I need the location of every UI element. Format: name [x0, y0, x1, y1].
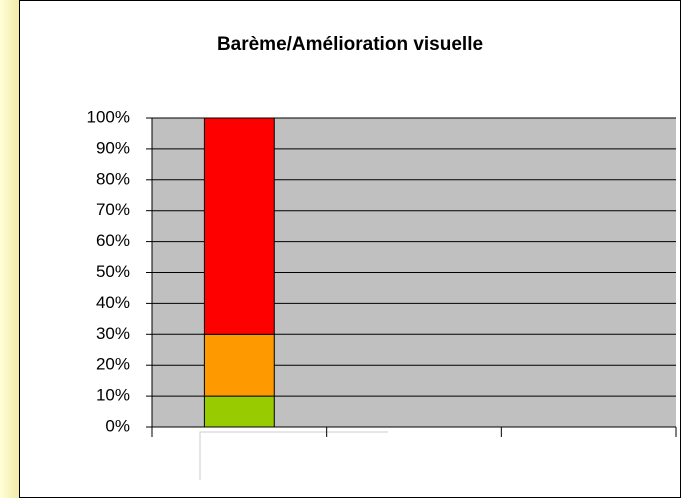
y-tick-label: 20%: [96, 355, 130, 374]
y-tick-label: 50%: [96, 262, 130, 281]
selection-artifact: [199, 431, 388, 480]
side-strip: [0, 0, 20, 498]
y-tick-label: 60%: [96, 231, 130, 250]
y-tick-label: 100%: [87, 107, 130, 126]
bar-segment: [203, 117, 275, 335]
bar-segment: [203, 333, 275, 397]
y-tick-label: 70%: [96, 200, 130, 219]
y-tick-label: 10%: [96, 386, 130, 405]
chart-title: Barème/Amélioration visuelle: [217, 34, 483, 55]
y-tick-label: 40%: [96, 293, 130, 312]
bar-segment: [203, 395, 275, 428]
y-tick-label: 80%: [96, 169, 130, 188]
y-tick-label: 0%: [105, 416, 130, 435]
y-tick-label: 30%: [96, 324, 130, 343]
y-tick-label: 90%: [96, 138, 130, 157]
